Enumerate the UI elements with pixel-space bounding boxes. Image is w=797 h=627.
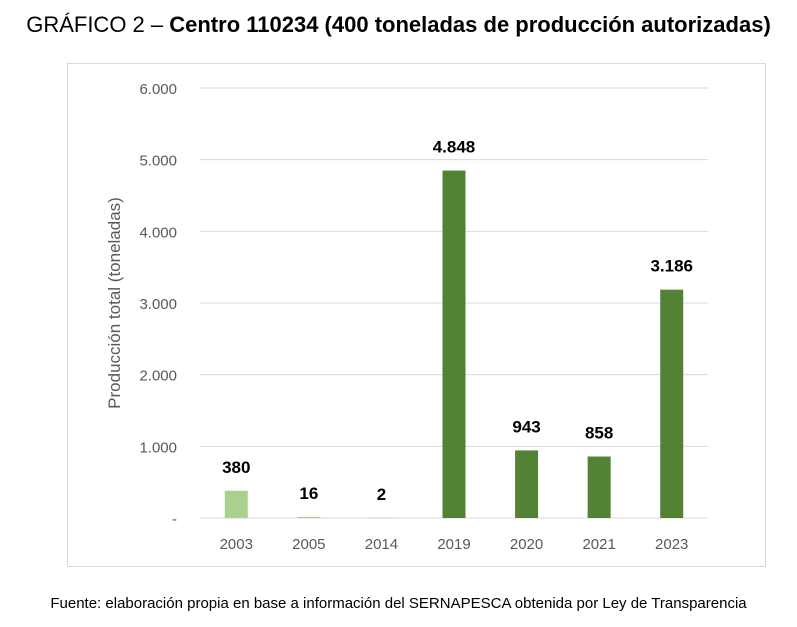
chart-title-prefix: GRÁFICO 2 –	[26, 12, 170, 37]
x-tick-label: 2023	[655, 536, 688, 553]
value-labels: 380 16 2 4.848 943 858 3.186	[222, 138, 693, 504]
x-tick-label: 2014	[365, 536, 398, 553]
y-tick-label: -	[172, 511, 177, 528]
value-label: 380	[222, 458, 250, 477]
y-tick-label: 2.000	[139, 368, 177, 385]
y-axis-label: Producción total (toneladas)	[105, 197, 124, 409]
x-tick-label: 2021	[582, 536, 615, 553]
bar-2023	[660, 289, 684, 518]
bar-2020	[515, 450, 539, 518]
value-label: 16	[299, 484, 318, 503]
bar-2021	[587, 456, 611, 518]
value-label: 2	[377, 485, 386, 504]
bar-2005	[297, 516, 321, 518]
value-label: 4.848	[433, 138, 476, 157]
x-axis-ticks: 2003 2005 2014 2019 2020 2021 2023	[220, 536, 689, 553]
x-tick-label: 2019	[437, 536, 470, 553]
chart-title: GRÁFICO 2 – Centro 110234 (400 toneladas…	[0, 12, 797, 38]
chart-title-main: Centro 110234 (400 toneladas de producci…	[169, 12, 771, 37]
y-tick-label: 4.000	[139, 224, 177, 241]
y-tick-label: 1.000	[139, 439, 177, 456]
y-tick-label: 3.000	[139, 296, 177, 313]
bar-2003	[224, 490, 248, 518]
x-tick-label: 2003	[220, 536, 253, 553]
x-tick-label: 2020	[510, 536, 543, 553]
y-tick-label: 5.000	[139, 153, 177, 170]
value-label: 3.186	[650, 257, 693, 276]
chart-frame	[67, 63, 766, 567]
y-axis-ticks: - 1.000 2.000 3.000 4.000 5.000 6.000	[139, 81, 177, 528]
bar-2014	[369, 517, 393, 519]
bars	[224, 170, 684, 519]
y-tick-label: 6.000	[139, 81, 177, 98]
value-label: 858	[585, 424, 613, 443]
bar-2019	[442, 170, 466, 518]
value-label: 943	[512, 417, 540, 436]
x-tick-label: 2005	[292, 536, 325, 553]
source-note: Fuente: elaboración propia en base a inf…	[50, 595, 747, 612]
